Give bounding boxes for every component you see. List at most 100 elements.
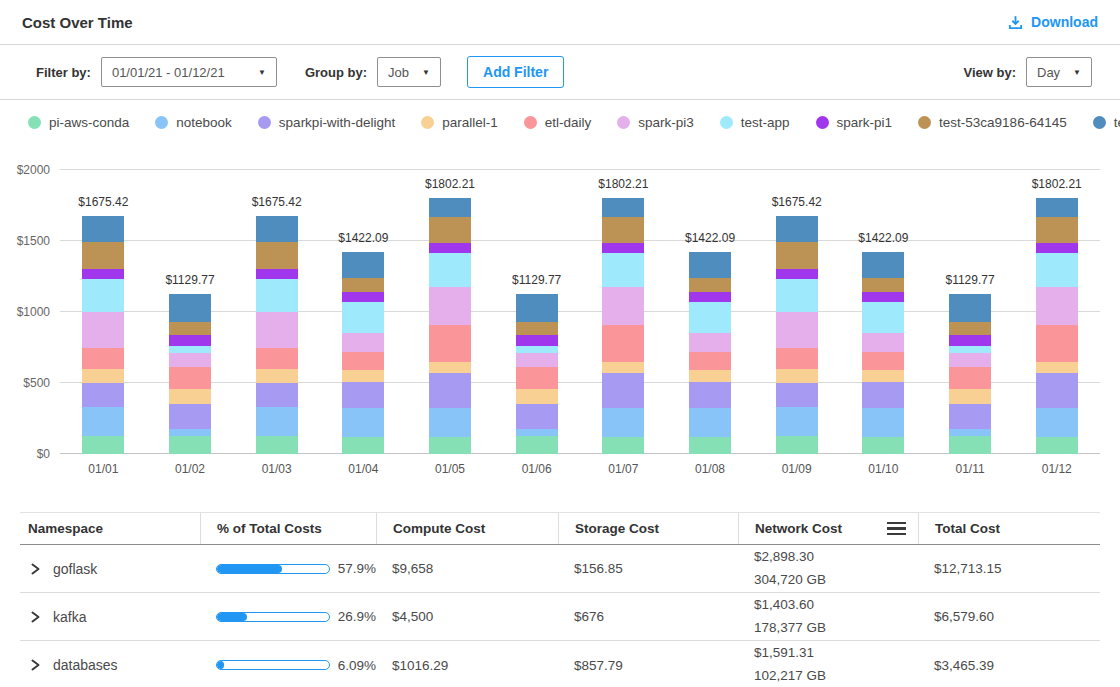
chevron-right-icon[interactable] bbox=[28, 658, 42, 672]
view-by-select[interactable]: Day ▼ bbox=[1026, 57, 1092, 87]
bar-segment-test-app[interactable] bbox=[429, 253, 471, 287]
bar-segment-spark-pi3[interactable] bbox=[342, 333, 384, 352]
bar-segment-test-app[interactable] bbox=[862, 302, 904, 333]
bar-segment-spark-pi3[interactable] bbox=[82, 312, 124, 348]
bar-segment-spark-pi1[interactable] bbox=[1036, 243, 1078, 253]
bar-segment-parallel-1[interactable] bbox=[949, 389, 991, 403]
chevron-right-icon[interactable] bbox=[28, 562, 42, 576]
bar-segment-test-53ca9186-64145[interactable] bbox=[602, 217, 644, 243]
bar-segment-parallel-1[interactable] bbox=[516, 389, 558, 403]
bar-segment-test-53ca9186-64145[interactable] bbox=[516, 322, 558, 335]
bar-segment-test-53ca9186-64145[interactable] bbox=[1036, 217, 1078, 243]
legend-item-spark-pi3[interactable]: spark-pi3 bbox=[617, 115, 694, 130]
bar-segment-notebook[interactable] bbox=[342, 408, 384, 437]
bar-segment-parallel-1[interactable] bbox=[862, 370, 904, 382]
bar-segment-test-pkix[interactable] bbox=[776, 216, 818, 242]
bar-segment-spark-pi1[interactable] bbox=[949, 335, 991, 346]
menu-icon[interactable] bbox=[887, 522, 906, 536]
bar-segment-spark-pi3[interactable] bbox=[602, 287, 644, 325]
bar-segment-test-pkix[interactable] bbox=[256, 216, 298, 242]
bar-segment-test-pkix[interactable] bbox=[602, 198, 644, 217]
bar-segment-parallel-1[interactable] bbox=[776, 369, 818, 383]
bar-segment-test-pkix[interactable] bbox=[342, 252, 384, 278]
bar-segment-pi-aws-conda[interactable] bbox=[256, 436, 298, 454]
bar-segment-parallel-1[interactable] bbox=[602, 362, 644, 373]
bar-segment-spark-pi3[interactable] bbox=[429, 287, 471, 325]
bar-segment-parallel-1[interactable] bbox=[256, 369, 298, 383]
bar-segment-etl-daily[interactable] bbox=[429, 325, 471, 362]
bar-segment-sparkpi-with-delight[interactable] bbox=[169, 404, 211, 430]
bar-segment-sparkpi-with-delight[interactable] bbox=[689, 382, 731, 408]
bar-segment-test-app[interactable] bbox=[169, 346, 211, 353]
bar-segment-spark-pi1[interactable] bbox=[862, 292, 904, 302]
bar-segment-notebook[interactable] bbox=[689, 408, 731, 437]
bar-segment-spark-pi3[interactable] bbox=[1036, 287, 1078, 325]
bar-segment-etl-daily[interactable] bbox=[689, 352, 731, 370]
bar-segment-spark-pi1[interactable] bbox=[429, 243, 471, 253]
column-header-network[interactable]: Network Cost bbox=[738, 513, 918, 544]
bar-segment-pi-aws-conda[interactable] bbox=[689, 437, 731, 454]
bar-segment-pi-aws-conda[interactable] bbox=[342, 437, 384, 454]
bar-segment-test-53ca9186-64145[interactable] bbox=[82, 242, 124, 270]
bar-segment-etl-daily[interactable] bbox=[949, 367, 991, 389]
bar-segment-test-53ca9186-64145[interactable] bbox=[776, 242, 818, 270]
legend-item-pi-aws-conda[interactable]: pi-aws-conda bbox=[28, 115, 129, 130]
legend-item-notebook[interactable]: notebook bbox=[155, 115, 232, 130]
bar-segment-notebook[interactable] bbox=[602, 408, 644, 437]
legend-item-test-pkix[interactable]: test-pkix bbox=[1093, 115, 1120, 130]
bar-segment-pi-aws-conda[interactable] bbox=[169, 436, 211, 454]
bar-segment-test-pkix[interactable] bbox=[1036, 198, 1078, 217]
bar-segment-test-app[interactable] bbox=[516, 346, 558, 353]
bar-segment-notebook[interactable] bbox=[82, 407, 124, 435]
bar-segment-test-pkix[interactable] bbox=[82, 216, 124, 242]
bar-segment-etl-daily[interactable] bbox=[602, 325, 644, 362]
bar-segment-test-pkix[interactable] bbox=[169, 294, 211, 322]
bar-segment-parallel-1[interactable] bbox=[342, 370, 384, 382]
table-row[interactable]: goflask57.9%$9,658$156.85$2,898.30304,72… bbox=[20, 545, 1100, 593]
bar-segment-notebook[interactable] bbox=[776, 407, 818, 435]
bar-segment-spark-pi3[interactable] bbox=[862, 333, 904, 352]
legend-item-test-app[interactable]: test-app bbox=[720, 115, 790, 130]
bar-segment-spark-pi3[interactable] bbox=[256, 312, 298, 348]
bar-segment-etl-daily[interactable] bbox=[516, 367, 558, 389]
table-row[interactable]: databases6.09%$1016.29$857.79$1,591.3110… bbox=[20, 641, 1100, 687]
bar-segment-spark-pi1[interactable] bbox=[169, 335, 211, 346]
bar-segment-sparkpi-with-delight[interactable] bbox=[256, 383, 298, 407]
bar-segment-sparkpi-with-delight[interactable] bbox=[602, 373, 644, 408]
legend-item-sparkpi-with-delight[interactable]: sparkpi-with-delight bbox=[258, 115, 395, 130]
legend-item-test-53ca9186-64145[interactable]: test-53ca9186-64145 bbox=[918, 115, 1067, 130]
bar-segment-pi-aws-conda[interactable] bbox=[602, 437, 644, 454]
bar-segment-test-app[interactable] bbox=[342, 302, 384, 333]
bar-segment-pi-aws-conda[interactable] bbox=[862, 437, 904, 454]
bar-segment-test-pkix[interactable] bbox=[862, 252, 904, 278]
bar-segment-test-53ca9186-64145[interactable] bbox=[862, 278, 904, 292]
bar-segment-pi-aws-conda[interactable] bbox=[1036, 437, 1078, 454]
bar-segment-test-53ca9186-64145[interactable] bbox=[256, 242, 298, 270]
bar-segment-etl-daily[interactable] bbox=[256, 348, 298, 369]
bar-segment-test-app[interactable] bbox=[1036, 253, 1078, 287]
bar-segment-notebook[interactable] bbox=[256, 407, 298, 435]
bar-segment-spark-pi1[interactable] bbox=[256, 269, 298, 279]
bar-segment-spark-pi1[interactable] bbox=[342, 292, 384, 302]
bar-segment-spark-pi1[interactable] bbox=[82, 269, 124, 279]
bar-segment-pi-aws-conda[interactable] bbox=[82, 436, 124, 454]
bar-segment-sparkpi-with-delight[interactable] bbox=[516, 404, 558, 430]
bar-segment-spark-pi1[interactable] bbox=[689, 292, 731, 302]
bar-segment-test-53ca9186-64145[interactable] bbox=[949, 322, 991, 335]
table-row[interactable]: kafka26.9%$4,500$676$1,403.60178,377 GB$… bbox=[20, 593, 1100, 641]
bar-segment-etl-daily[interactable] bbox=[1036, 325, 1078, 362]
bar-segment-test-pkix[interactable] bbox=[949, 294, 991, 322]
column-header-pct-total[interactable]: % of Total Costs bbox=[200, 513, 376, 544]
bar-segment-parallel-1[interactable] bbox=[689, 370, 731, 382]
legend-item-parallel-1[interactable]: parallel-1 bbox=[421, 115, 498, 130]
bar-segment-test-pkix[interactable] bbox=[689, 252, 731, 278]
bar-segment-test-app[interactable] bbox=[256, 279, 298, 312]
bar-segment-parallel-1[interactable] bbox=[429, 362, 471, 373]
legend-item-spark-pi1[interactable]: spark-pi1 bbox=[816, 115, 893, 130]
add-filter-button[interactable]: Add Filter bbox=[467, 56, 564, 88]
bar-segment-pi-aws-conda[interactable] bbox=[429, 437, 471, 454]
bar-segment-spark-pi1[interactable] bbox=[602, 243, 644, 253]
bar-segment-sparkpi-with-delight[interactable] bbox=[342, 382, 384, 408]
bar-segment-test-app[interactable] bbox=[82, 279, 124, 312]
bar-segment-parallel-1[interactable] bbox=[169, 389, 211, 403]
